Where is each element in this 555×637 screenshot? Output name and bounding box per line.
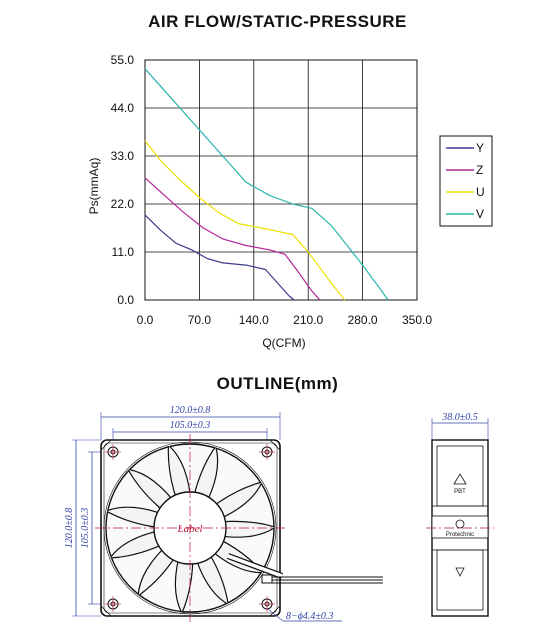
- x-tick-label: 210.0: [293, 313, 323, 327]
- legend-label-v: V: [476, 207, 484, 221]
- x-tick-label: 350.0: [402, 313, 432, 327]
- fan-opening: [105, 443, 275, 613]
- logo-icon: [455, 519, 465, 529]
- side-logo: Protechnic: [446, 532, 474, 538]
- x-tick-label: 0.0: [137, 313, 154, 327]
- fan-blades: [106, 444, 274, 612]
- legend-label-y: Y: [476, 141, 484, 155]
- recycle-icon: [453, 473, 467, 485]
- y-tick-label: 33.0: [111, 149, 135, 163]
- lead-wires: [261, 574, 383, 584]
- side-view: 38.0±0.5 PBT Protechnic: [426, 412, 494, 617]
- legend-label-z: Z: [476, 163, 483, 177]
- y-tick-label: 0.0: [117, 293, 134, 307]
- plot-frame: [144, 59, 418, 301]
- arrow-icon: [455, 567, 465, 577]
- series-line-z: [144, 177, 321, 301]
- series-line-y: [144, 214, 295, 301]
- material-mark: PBT: [454, 489, 466, 495]
- legend-label-u: U: [476, 185, 485, 199]
- front-view: 120.0±0.8 105.0±0.3 120.0±0.8 105.0±0.3: [64, 405, 383, 622]
- dim-inner-width: 105.0±0.3: [170, 420, 211, 431]
- airflow-chart: 0.0 70.0 140.0 210.0 280.0 350.0 0.0 11.0 22.0 33…: [87, 53, 493, 350]
- y-tick-label: 22.0: [111, 197, 135, 211]
- series-line-v: [144, 68, 389, 301]
- dim-outer-width: 120.0±0.8: [170, 405, 211, 416]
- dim-inner-height: 105.0±0.3: [80, 508, 91, 549]
- mount-holes: [107, 446, 273, 610]
- legend-box: [439, 135, 493, 227]
- series-line-u: [144, 140, 346, 301]
- dim-outer-height: 120.0±0.8: [64, 508, 75, 549]
- y-tick-label: 55.0: [111, 53, 135, 67]
- side-frame: [431, 439, 489, 617]
- outline-title: OUTLINE(mm): [216, 374, 339, 393]
- fan-frame: [100, 439, 281, 617]
- x-tick-label: 280.0: [348, 313, 378, 327]
- hub-label: Label: [176, 523, 202, 535]
- chart-title: AIR FLOW/STATIC-PRESSURE: [148, 12, 407, 31]
- y-tick-label: 11.0: [112, 245, 135, 259]
- x-tick-label: 140.0: [239, 313, 269, 327]
- x-axis-label: Q(CFM): [262, 336, 305, 350]
- x-tick-label: 70.0: [188, 313, 212, 327]
- fan-hub: [153, 491, 227, 565]
- hole-spec: 8−ϕ4.4±0.3: [286, 611, 333, 622]
- dim-depth: 38.0±0.5: [441, 412, 478, 423]
- y-axis-label: Ps(mmAq): [87, 158, 101, 215]
- y-tick-label: 44.0: [111, 101, 135, 115]
